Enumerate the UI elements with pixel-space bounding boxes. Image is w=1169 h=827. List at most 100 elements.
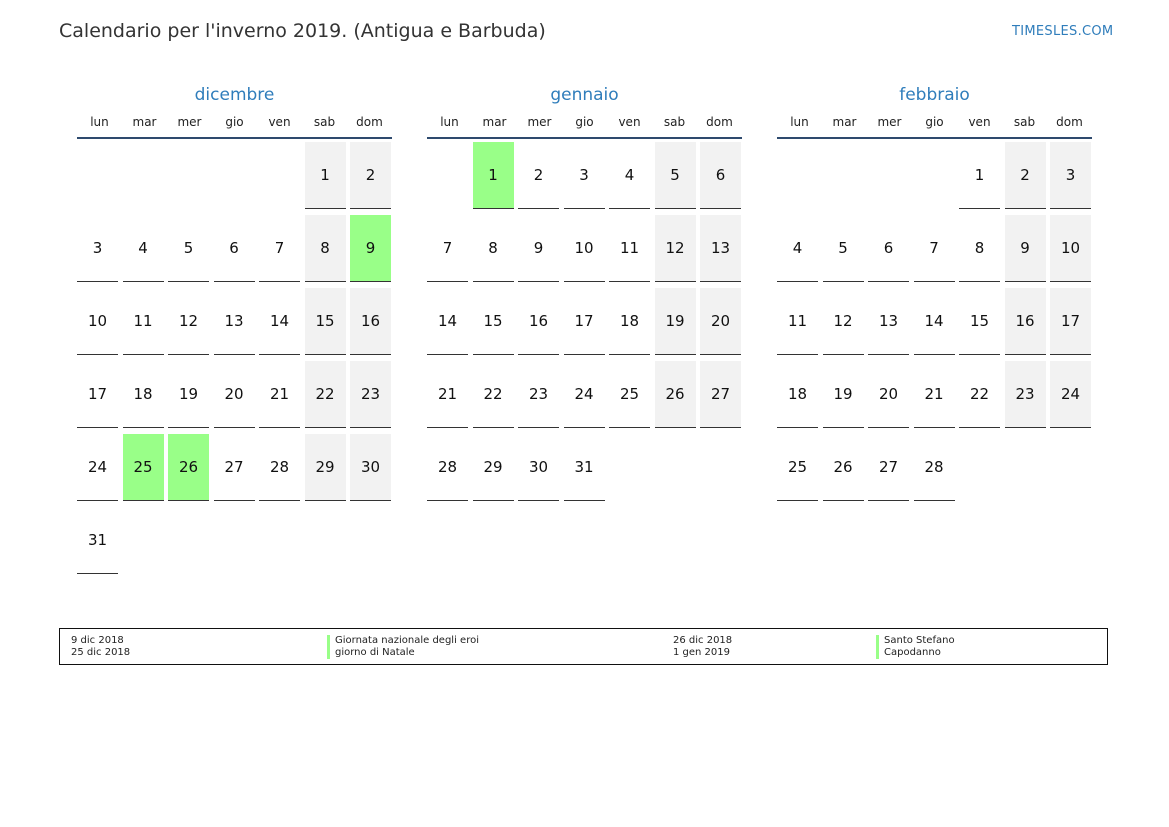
empty-cell [914,142,955,209]
day-cell: 8 [304,215,346,282]
day-cell: 6 [213,215,255,282]
day-cell: 17 [563,288,605,355]
day-cell: 16 [350,288,391,355]
day-cell: 19 [168,361,209,428]
empty-cell [259,142,300,209]
day-cell: 29 [472,434,514,501]
weekday-label: gio [575,115,594,129]
weekday-label: mar [132,115,157,129]
empty-cell [77,142,118,209]
day-cell: 19 [822,361,864,428]
weekday-label: lun [440,115,459,129]
day-cell: 9 [1004,215,1046,282]
day-cell: 24 [563,361,605,428]
day-cell: 12 [654,215,696,282]
day-cell: 29 [304,434,346,501]
day-cell: 24 [1050,361,1091,428]
day-cell: 12 [822,288,864,355]
weekday-label: mar [482,115,507,129]
weekday-label: sab [1013,115,1036,129]
day-cell: 15 [472,288,514,355]
legend-date: 1 gen 2019 [673,647,731,658]
day-cell: 30 [518,434,559,501]
day-cell: 17 [1050,288,1091,355]
empty-cell [868,142,909,209]
day-cell: 12 [168,288,209,355]
weekday-label: dom [1056,115,1083,129]
empty-cell [168,142,209,209]
day-cell: 21 [913,361,955,428]
day-cell: 28 [427,434,468,501]
day-cell: 23 [518,361,559,428]
day-cell: 18 [609,288,650,355]
empty-cell [823,142,864,209]
day-cell: 4 [609,142,650,209]
day-cell: 3 [563,142,605,209]
day-cell: 26 [822,434,864,501]
day-cell: 20 [213,361,255,428]
day-cell: 19 [654,288,696,355]
day-cell: 16 [1004,288,1046,355]
weekday-label: ven [968,115,991,129]
day-cell: 25 [609,361,650,428]
day-cell: 28 [913,434,955,501]
weekday-label: gio [225,115,244,129]
weekday-label: dom [356,115,383,129]
day-cell: 9 [518,215,559,282]
day-cell: 30 [350,434,391,501]
empty-cell [123,142,164,209]
month-title: dicembre [194,85,275,105]
holiday-day-cell: 9 [350,215,391,282]
day-cell: 11 [609,215,650,282]
day-cell: 20 [700,288,741,355]
day-cell: 7 [427,215,468,282]
month-title: febbraio [899,85,970,105]
day-cell: 22 [304,361,346,428]
site-link[interactable]: TIMESLES.COM [1012,24,1114,39]
holiday-legend: 9 dic 2018 25 dic 2018 Giornata nazional… [59,628,1108,665]
day-cell: 27 [213,434,255,501]
day-cell: 8 [959,215,1000,282]
weekday-label: mar [832,115,857,129]
weekday-label: mer [877,115,902,129]
day-cell: 14 [427,288,468,355]
day-cell: 1 [959,142,1000,209]
weekday-label: ven [268,115,291,129]
empty-cell [427,142,468,209]
legend-holiday-name: giorno di Natale [327,647,415,659]
holiday-day-cell: 26 [168,434,209,501]
day-cell: 10 [77,288,118,355]
day-cell: 5 [654,142,696,209]
day-cell: 2 [1004,142,1046,209]
weekday-label: ven [618,115,641,129]
weekday-header: lun mar mer gio ven sab dom [77,115,392,139]
day-cell: 2 [518,142,559,209]
day-cell: 23 [350,361,391,428]
day-cell: 17 [77,361,118,428]
day-cell: 2 [350,142,391,209]
day-cell: 18 [777,361,818,428]
day-cell: 15 [304,288,346,355]
day-cell: 3 [77,215,118,282]
day-cell: 22 [472,361,514,428]
weekday-label: mer [177,115,202,129]
holiday-day-cell: 1 [472,142,514,209]
weekday-label: gio [925,115,944,129]
day-cell: 6 [868,215,909,282]
day-cell: 18 [122,361,164,428]
page-title: Calendario per l'inverno 2019. (Antigua … [59,20,546,42]
day-cell: 1 [304,142,346,209]
empty-cell [777,142,818,209]
day-cell: 20 [868,361,909,428]
legend-date: 26 dic 2018 [673,635,733,646]
day-grid: 1 2 3 4 5 6 7 8 9 10 11 12 13 14 15 16 17 18 19 20 21 22 23 24 2… [77,142,392,574]
day-cell: 15 [959,288,1000,355]
day-cell: 14 [913,288,955,355]
day-cell: 31 [563,434,605,501]
day-cell: 8 [472,215,514,282]
weekday-label: lun [790,115,809,129]
legend-date: 25 dic 2018 [71,647,131,658]
day-cell: 31 [77,507,118,574]
